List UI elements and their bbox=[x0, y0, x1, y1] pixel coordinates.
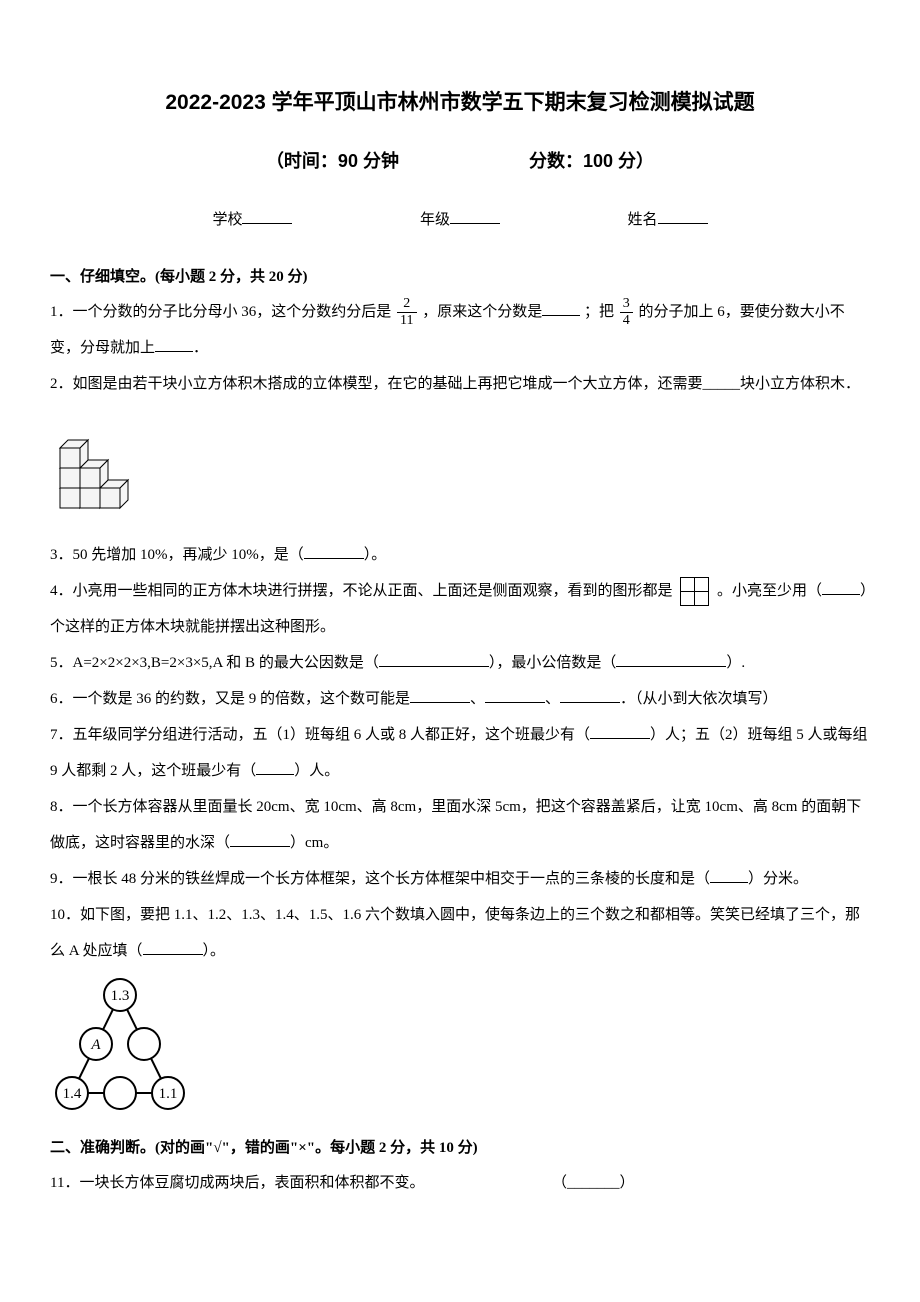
q10-post: ）。 bbox=[203, 943, 226, 959]
q6-pre: 6．一个数是 36 的约数，又是 9 的倍数，这个数可能是 bbox=[50, 691, 410, 707]
q1-text3: ；把 bbox=[584, 304, 614, 320]
q9-pre: 9．一根长 48 分米的铁丝焊成一个长方体框架，这个长方体框架中相交于一点的三条… bbox=[50, 871, 710, 887]
q5-post: ）. bbox=[726, 655, 745, 671]
q6-post: ．（从小到大依次填写） bbox=[620, 691, 778, 707]
q9-post: ）分米。 bbox=[748, 871, 808, 887]
school-blank[interactable] bbox=[242, 209, 292, 224]
section1-header: 一、仔细填空。(每小题 2 分，共 20 分) bbox=[50, 261, 870, 294]
triangle-A: A bbox=[90, 1037, 101, 1053]
triangle-br: 1.1 bbox=[159, 1086, 178, 1102]
student-info-line: 学校 年级 姓名 bbox=[50, 204, 870, 237]
fraction-3-4: 3 4 bbox=[620, 296, 633, 328]
school-label: 学校 bbox=[212, 212, 242, 228]
q5-blank2[interactable] bbox=[616, 652, 726, 667]
frac-num: 3 bbox=[620, 296, 633, 312]
q1-text1: 1．一个分数的分子比分母小 36，这个分数约分后是 bbox=[50, 304, 391, 320]
q8-post: ）cm。 bbox=[290, 835, 338, 851]
question-4: 4．小亮用一些相同的正方体木块进行拼摆，不论从正面、上面还是侧面观察，看到的图形… bbox=[50, 573, 870, 645]
question-2: 2．如图是由若干块小立方体积木搭成的立体模型，在它的基础上再把它堆成一个大立方体… bbox=[50, 366, 870, 402]
q5-mid: ），最小公倍数是（ bbox=[489, 655, 617, 671]
q6-sep1: 、 bbox=[470, 691, 485, 707]
q7-blank1[interactable] bbox=[590, 724, 650, 739]
fraction-2-11: 2 11 bbox=[397, 296, 416, 328]
cube-figure bbox=[50, 408, 870, 531]
triangle-figure: 1.3 A 1.4 1.1 bbox=[50, 975, 870, 1128]
q4-blank[interactable] bbox=[822, 580, 860, 595]
time-label: （时间：90 分钟 bbox=[266, 151, 399, 171]
q10-blank[interactable] bbox=[143, 940, 203, 955]
q3-pre: 3．50 先增加 10%，再减少 10%，是（ bbox=[50, 547, 304, 563]
q9-blank[interactable] bbox=[710, 868, 748, 883]
four-square-icon bbox=[680, 577, 709, 606]
triangle-bl: 1.4 bbox=[63, 1086, 82, 1102]
question-5: 5．A=2×2×2×3,B=2×3×5,A 和 B 的最大公因数是（ ），最小公倍… bbox=[50, 645, 870, 681]
exam-subtitle: （时间：90 分钟 分数：100 分） bbox=[50, 142, 870, 182]
question-3: 3．50 先增加 10%，再减少 10%，是（ ）。 bbox=[50, 537, 870, 573]
q4-pre: 4．小亮用一些相同的正方体木块进行拼摆，不论从正面、上面还是侧面观察，看到的图形… bbox=[50, 583, 673, 599]
question-6: 6．一个数是 36 的约数，又是 9 的倍数，这个数可能是 、 、 ．（从小到大依次填… bbox=[50, 681, 870, 717]
q8-pre: 8．一个长方体容器从里面量长 20cm、宽 10cm、高 8cm，里面水深 5c… bbox=[50, 799, 861, 851]
q7-post: ）人。 bbox=[294, 763, 339, 779]
question-7: 7．五年级同学分组进行活动，五（1）班每组 6 人或 8 人都正好，这个班最少有… bbox=[50, 717, 870, 789]
q6-blank2[interactable] bbox=[485, 688, 545, 703]
q8-blank[interactable] bbox=[230, 832, 290, 847]
q11-post: （_______） bbox=[552, 1175, 635, 1191]
frac-num: 2 bbox=[397, 296, 416, 312]
exam-title: 2022-2023 学年平顶山市林州市数学五下期末复习检测模拟试题 bbox=[50, 80, 870, 126]
question-10: 10．如下图，要把 1.1、1.2、1.3、1.4、1.5、1.6 六个数填入圆… bbox=[50, 897, 870, 969]
q5-blank1[interactable] bbox=[379, 652, 489, 667]
name-blank[interactable] bbox=[658, 209, 708, 224]
q6-sep2: 、 bbox=[545, 691, 560, 707]
question-8: 8．一个长方体容器从里面量长 20cm、宽 10cm、高 8cm，里面水深 5c… bbox=[50, 789, 870, 861]
question-9: 9．一根长 48 分米的铁丝焊成一个长方体框架，这个长方体框架中相交于一点的三条… bbox=[50, 861, 870, 897]
question-1: 1．一个分数的分子比分母小 36，这个分数约分后是 2 11 ，原来这个分数是 … bbox=[50, 294, 870, 366]
q1-text5: ． bbox=[193, 340, 208, 356]
q5-pre: 5．A=2×2×2×3,B=2×3×5,A 和 B 的最大公因数是（ bbox=[50, 655, 379, 671]
frac-den: 11 bbox=[397, 313, 416, 328]
q6-blank3[interactable] bbox=[560, 688, 620, 703]
question-11: 11．一块长方体豆腐切成两块后，表面积和体积都不变。 （_______） bbox=[50, 1165, 870, 1201]
section2-header: 二、准确判断。(对的画"√"，错的画"×"。每小题 2 分，共 10 分) bbox=[50, 1132, 870, 1165]
q7-blank2[interactable] bbox=[256, 760, 294, 775]
q11-pre: 11．一块长方体豆腐切成两块后，表面积和体积都不变。 bbox=[50, 1175, 424, 1191]
q6-blank1[interactable] bbox=[410, 688, 470, 703]
q1-text2: ，原来这个分数是 bbox=[422, 304, 542, 320]
frac-den: 4 bbox=[620, 313, 633, 328]
q3-blank[interactable] bbox=[304, 544, 364, 559]
q4-mid: 。小亮至少用（ bbox=[717, 583, 822, 599]
score-label: 分数：100 分） bbox=[529, 151, 654, 171]
grade-label: 年级 bbox=[420, 212, 450, 228]
q3-post: ）。 bbox=[364, 547, 387, 563]
triangle-top: 1.3 bbox=[111, 988, 130, 1004]
q1-blank1[interactable] bbox=[542, 301, 580, 316]
q7-pre: 7．五年级同学分组进行活动，五（1）班每组 6 人或 8 人都正好，这个班最少有… bbox=[50, 727, 590, 743]
q1-blank2[interactable] bbox=[155, 337, 193, 352]
name-label: 姓名 bbox=[628, 212, 658, 228]
grade-blank[interactable] bbox=[450, 209, 500, 224]
